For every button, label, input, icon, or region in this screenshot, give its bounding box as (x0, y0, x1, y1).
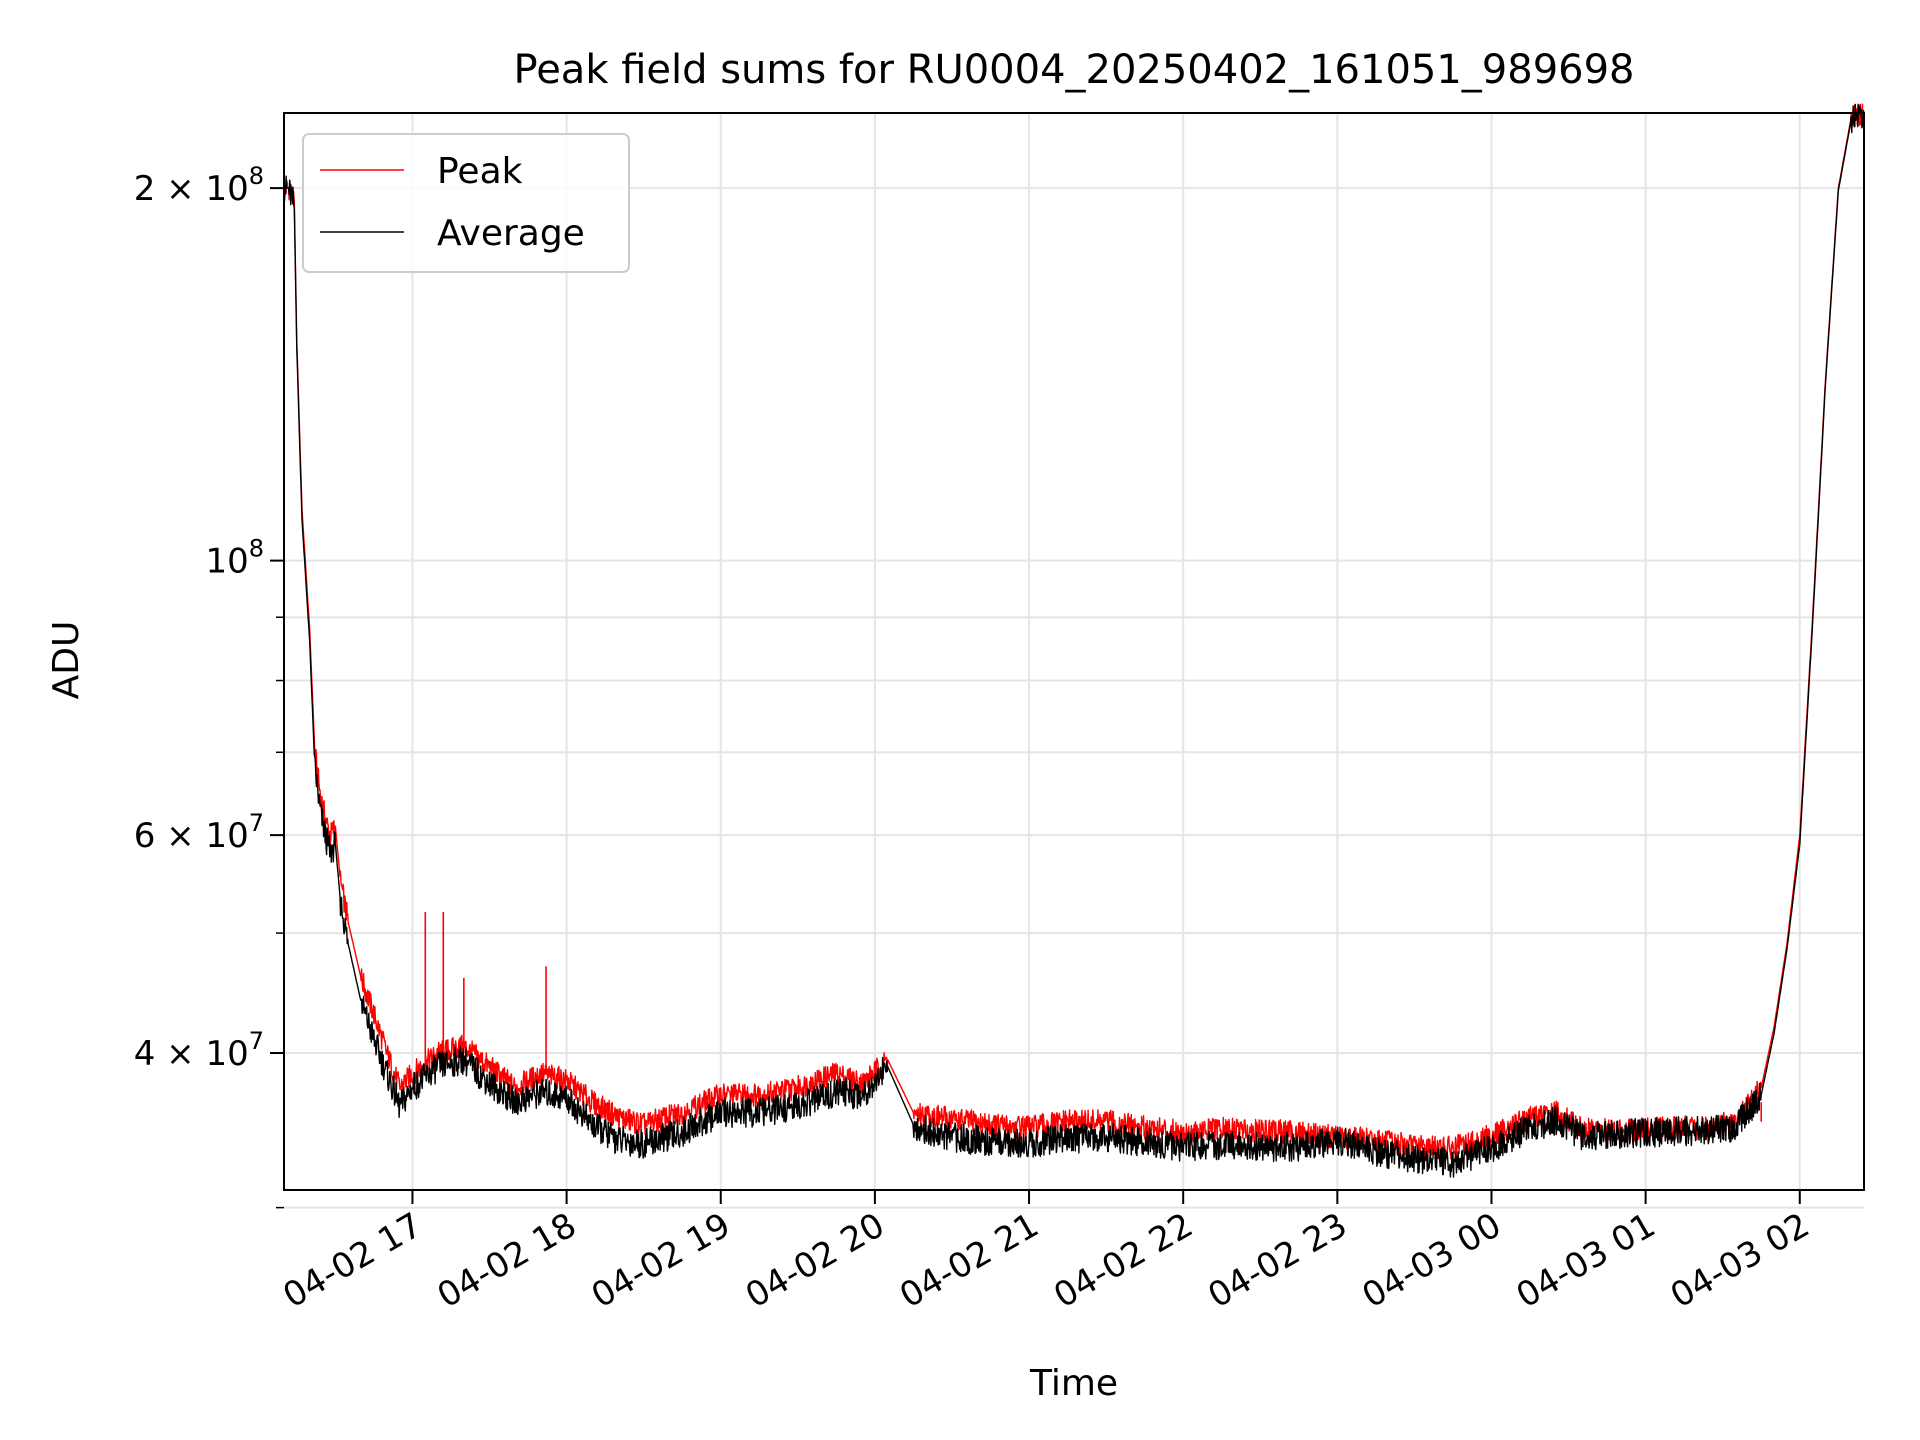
x-axis-label: Time (1029, 1363, 1118, 1404)
series-line-average (283, 103, 1865, 1178)
y-axis-label: ADU (46, 621, 87, 700)
y-tick-label: 4 × 107 (134, 1027, 264, 1074)
legend-label-peak: Peak (437, 151, 523, 192)
y-tick-label: 108 (205, 535, 264, 582)
grid (284, 113, 1864, 1209)
plot-frame (283, 112, 1865, 1191)
y-tick-label: 2 × 108 (134, 162, 264, 209)
chart-title: Peak field sums for RU0004_20250402_1610… (514, 47, 1635, 93)
legend: Peak Average (302, 133, 630, 273)
legend-box (302, 133, 630, 273)
y-tick-label: 6 × 107 (134, 809, 264, 856)
legend-label-average: Average (437, 213, 585, 254)
plot-area (283, 103, 1865, 1178)
